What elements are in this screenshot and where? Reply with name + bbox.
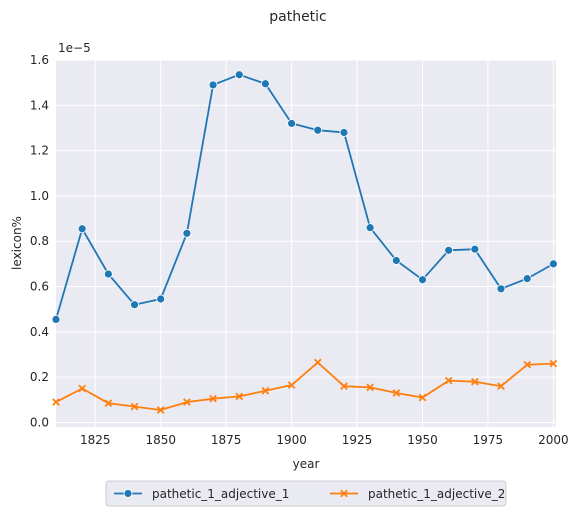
y-tick-label: 0.0 (30, 415, 49, 429)
data-point (156, 406, 165, 414)
y-axis-label: lexicon% (10, 216, 24, 270)
data-point (365, 223, 375, 233)
x-tick-label: 1900 (276, 433, 307, 447)
data-point (313, 358, 322, 367)
series-line (55, 361, 554, 411)
data-point (78, 384, 87, 393)
series-layer (51, 70, 558, 414)
data-point (471, 377, 479, 386)
data-point (392, 389, 401, 397)
y-tick-label: 1.2 (30, 144, 49, 158)
data-point (287, 119, 297, 128)
y-tick-label: 0.2 (30, 370, 49, 384)
data-point (418, 275, 427, 285)
data-point (261, 386, 270, 395)
data-point (234, 70, 244, 80)
legend-entry: pathetic_1_adjective_2 (330, 487, 505, 501)
grid (56, 59, 556, 427)
data-point (444, 245, 454, 255)
data-point (391, 256, 401, 265)
x-tick-labels: 1825 1850 1875 1900 1925 1950 1975 2000 (80, 433, 569, 447)
data-point (366, 383, 374, 392)
data-point (340, 382, 348, 391)
plot-area (56, 60, 556, 427)
data-point (77, 224, 87, 234)
x-tick-label: 1850 (145, 433, 176, 447)
y-tick-label: 0.8 (30, 234, 49, 248)
x-tick-label: 1975 (473, 433, 504, 447)
data-point (130, 402, 139, 411)
data-point (235, 392, 244, 401)
data-point (496, 284, 506, 294)
data-point (522, 274, 532, 284)
legend-box (105, 480, 507, 507)
x-tick-label: 1925 (342, 433, 373, 447)
y-tick-label: 1.0 (30, 189, 49, 203)
series-line (55, 73, 554, 320)
data-point (418, 393, 427, 402)
data-point (549, 359, 558, 368)
legend-marker (340, 489, 348, 498)
legend-label: pathetic_1_adjective_2 (368, 487, 505, 501)
series-1 (51, 70, 558, 324)
legend-entry: pathetic_1_adjective_1 (114, 487, 289, 501)
data-point (548, 259, 558, 269)
data-point (208, 80, 218, 90)
legend: pathetic_1_adjective_1 pathetic_1_adjecti… (105, 480, 507, 507)
x-tick-label: 1950 (407, 433, 438, 447)
data-point (52, 398, 60, 406)
y-tick-label: 1.6 (30, 53, 49, 67)
x-axis-label: year (293, 457, 320, 471)
data-point (51, 314, 61, 324)
data-point (261, 79, 270, 89)
series-2 (52, 358, 558, 414)
y-tick-labels: 0.0 0.2 0.4 0.6 0.8 1.0 1.2 1.4 1.6 (30, 53, 49, 429)
x-tick-label: 1875 (211, 433, 242, 447)
data-point (182, 228, 192, 238)
x-tick-label: 2000 (538, 433, 569, 447)
data-point (313, 125, 323, 135)
data-point (156, 294, 166, 304)
data-point (497, 382, 505, 391)
data-point (130, 300, 139, 310)
chart-title: pathetic (269, 9, 327, 25)
data-point (183, 398, 191, 406)
y-offset-label: 1e−5 (58, 41, 91, 55)
y-tick-label: 0.4 (30, 325, 49, 339)
data-point (444, 376, 453, 385)
data-point (103, 269, 113, 279)
legend-label: pathetic_1_adjective_1 (152, 487, 289, 501)
legend-marker (123, 489, 133, 498)
data-point (339, 128, 349, 137)
data-point (523, 360, 532, 369)
data-point (287, 381, 296, 389)
y-tick-label: 0.6 (30, 280, 49, 294)
x-tick-label: 1825 (80, 433, 111, 447)
data-point (470, 244, 480, 254)
data-point (104, 399, 113, 408)
y-tick-label: 1.4 (30, 98, 49, 112)
data-point (209, 394, 217, 403)
